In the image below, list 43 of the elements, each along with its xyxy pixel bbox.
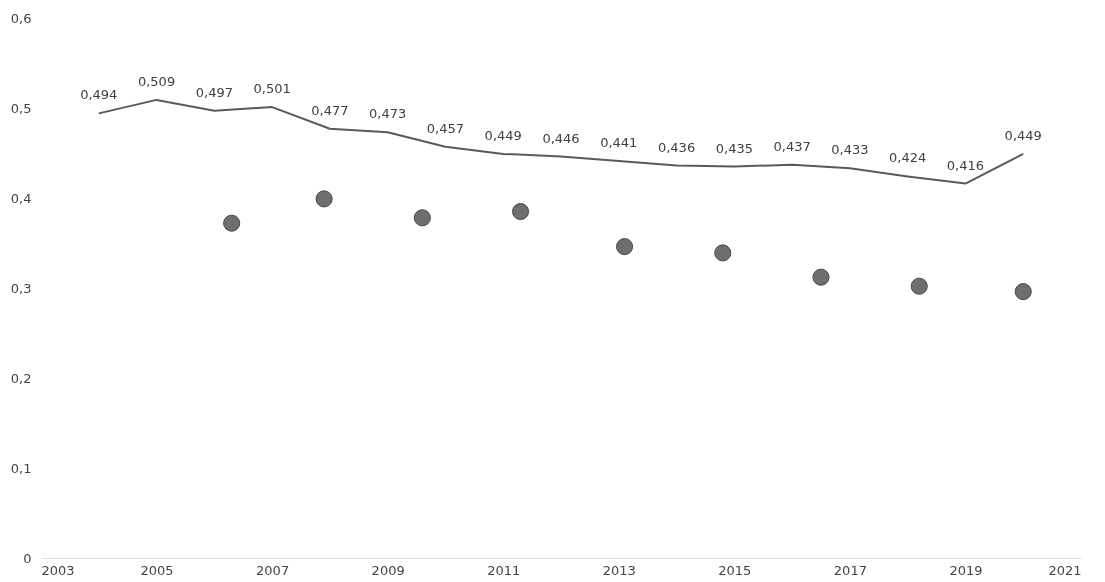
data-label: 0,509: [137, 73, 176, 89]
y-tick-label: 0,1: [10, 460, 32, 476]
point: [812, 268, 830, 286]
data-label: 0,436: [657, 139, 696, 155]
data-label: 0,497: [195, 84, 233, 100]
data-label: 0,449: [484, 127, 522, 143]
y-tick-label: 0,3: [10, 280, 32, 296]
point: [714, 244, 732, 262]
data-label: 0,424: [889, 150, 927, 166]
x-tick-label: 2011: [487, 562, 521, 578]
data-label: 0,494: [80, 87, 118, 103]
x-tick-label: 2019: [949, 562, 983, 578]
point: [315, 190, 333, 208]
point: [615, 238, 634, 256]
point: [223, 214, 241, 232]
point: [413, 209, 431, 227]
x-tick-label: 2009: [371, 562, 405, 578]
data-label: 0,437: [773, 138, 811, 154]
y-tick-label: 0,4: [10, 190, 32, 206]
y-tick-label: 0,2: [10, 370, 32, 386]
data-label: 0,416: [946, 157, 985, 173]
x-tick-label: 2017: [833, 562, 867, 578]
x-tick-label: 2005: [140, 562, 174, 578]
data-label: 0,435: [715, 140, 753, 156]
point: [910, 277, 928, 295]
y-tick-label: 0: [23, 550, 32, 566]
y-tick-label: 0,6: [10, 10, 32, 26]
data-label: 0,433: [831, 142, 869, 158]
data-label: 0,449: [1004, 127, 1042, 143]
data-label: 0,501: [253, 81, 291, 97]
data-label: 0,441: [600, 135, 638, 151]
data-label: 0,477: [311, 102, 349, 118]
x-tick-label: 2003: [41, 562, 75, 578]
data-label: 0,473: [369, 106, 407, 122]
x-tick-label: 2015: [718, 562, 752, 578]
data-label: 0,446: [542, 130, 580, 146]
y-tick-label: 0,5: [10, 100, 32, 116]
point: [1014, 283, 1032, 301]
x-tick-label: 2013: [602, 562, 636, 578]
data-label: 0,457: [426, 120, 465, 136]
x-tick-label: 2007: [256, 562, 290, 578]
point: [511, 202, 530, 221]
x-tick-label: 2021: [1048, 562, 1082, 578]
